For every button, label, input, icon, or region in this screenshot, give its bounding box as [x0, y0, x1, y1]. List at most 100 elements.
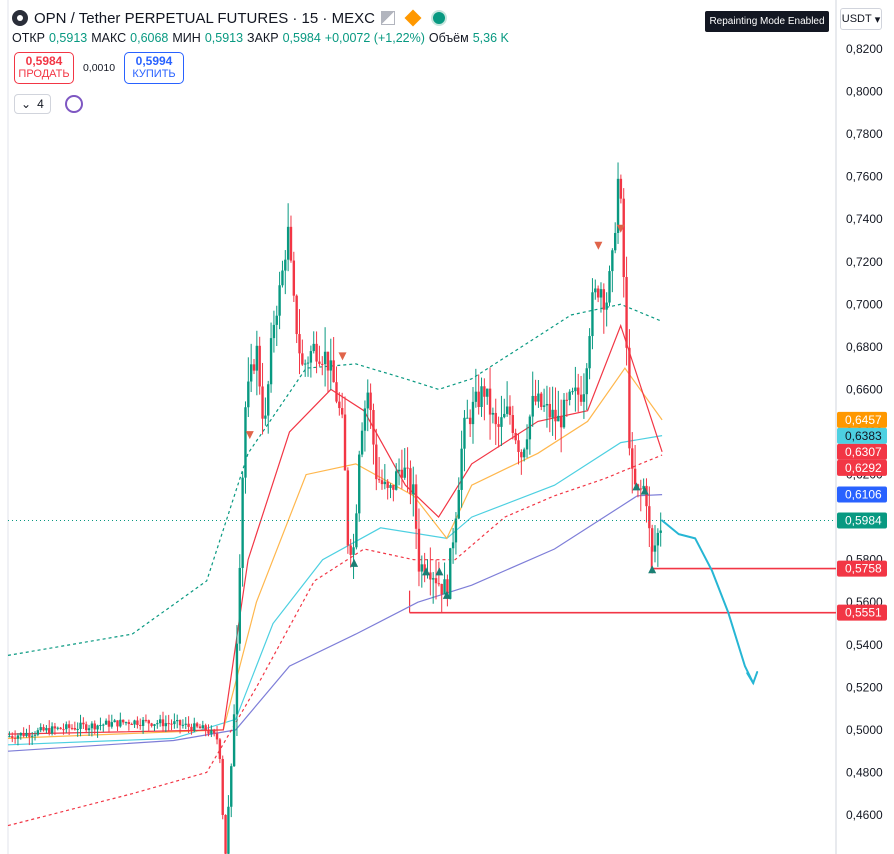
candle-body [631, 448, 634, 469]
candle-body [645, 485, 648, 507]
price-label-text: 0,6383 [845, 429, 882, 443]
candle-body [434, 578, 438, 584]
candle-body [346, 470, 350, 546]
flag-icon[interactable] [380, 11, 395, 25]
y-tick-label: 0,4800 [846, 765, 883, 779]
candle-body [99, 725, 102, 727]
candle-body [412, 484, 415, 495]
candle-body [267, 384, 270, 416]
candle-body [375, 444, 378, 480]
candle-body [181, 724, 185, 726]
chevron-down-icon: ⌄ [21, 97, 32, 111]
indicators-toggle-button[interactable]: ⌄ 4 [14, 94, 51, 114]
indicator-count: 4 [37, 97, 44, 111]
candle-body [335, 382, 338, 402]
candle-body [204, 725, 207, 731]
candle-body [195, 723, 199, 727]
candle-body [87, 728, 91, 731]
candle-body [16, 735, 20, 739]
candle-body [403, 467, 406, 478]
candle-body [352, 547, 355, 555]
sell-button[interactable]: 0,5984 ПРОДАТЬ [14, 52, 74, 84]
y-tick-label: 0,5200 [846, 680, 883, 694]
candle-body [187, 723, 190, 727]
candle-body [133, 720, 136, 725]
candle-body [386, 481, 389, 488]
candle-body [11, 736, 14, 738]
candle-body [201, 725, 205, 729]
candle-body [582, 394, 586, 402]
buy-signal-marker [632, 482, 641, 491]
candle-body [383, 481, 387, 485]
candle-body [141, 719, 145, 726]
price-label-box [837, 427, 887, 444]
candle-body [298, 334, 301, 354]
buy-signal-marker [640, 486, 649, 495]
price-axis[interactable]: 0,8200 0,8000 0,7800 0,7600 0,7400 0,7200 0,70… [837, 42, 887, 822]
candle-body [36, 730, 40, 735]
candle-body [156, 723, 159, 725]
candle-body [90, 723, 94, 729]
y-tick-label: 0,8200 [846, 42, 883, 56]
candle-body [127, 722, 131, 725]
buy-button[interactable]: 0,5994 КУПИТЬ [124, 52, 184, 84]
candle-body [85, 724, 88, 731]
candle-body [53, 726, 57, 729]
diamond-icon[interactable] [404, 9, 422, 27]
candle-body [468, 417, 472, 425]
candle-body [505, 406, 509, 414]
candle-body [616, 178, 620, 233]
candle-body [93, 723, 96, 730]
candle-body [486, 388, 489, 397]
candle-body [258, 345, 261, 387]
candle-body [110, 722, 114, 727]
candle-body [45, 728, 48, 731]
symbol-title[interactable]: OPN / Tether PERPETUAL FUTURES · 15 · ME… [34, 9, 375, 27]
candle-body [70, 727, 74, 729]
candle-body [56, 727, 59, 729]
moving-average-line [7, 435, 663, 746]
candle-body [443, 579, 446, 595]
candle-body [648, 506, 651, 529]
candle-body [531, 395, 534, 417]
candle-body [511, 415, 515, 433]
refresh-icon[interactable] [64, 95, 83, 113]
candle-body [369, 392, 372, 411]
candle-body [389, 485, 392, 488]
projection-arrow [661, 519, 759, 686]
candle-body [585, 368, 588, 395]
candle-body [284, 259, 287, 271]
candle-body [59, 727, 62, 730]
candle-body [218, 739, 222, 759]
candle-body [73, 727, 77, 730]
candle-body [272, 324, 276, 339]
candle-body [170, 723, 173, 725]
candle-body [471, 401, 475, 425]
candle-body [247, 381, 250, 408]
candle-body [332, 360, 335, 383]
moving-average-lines [7, 303, 663, 827]
candle-body [30, 735, 34, 737]
y-tick-label: 0,7000 [846, 297, 883, 311]
candle-body [420, 564, 424, 572]
candle-body [323, 351, 327, 365]
sell-signal-marker [338, 352, 347, 361]
candle-body [198, 726, 202, 729]
grid-lines [7, 0, 837, 854]
buy-label: КУПИТЬ [132, 68, 176, 80]
candle-body [255, 345, 259, 371]
candle-body [409, 468, 412, 495]
candle-body [303, 363, 307, 365]
candle-body [136, 720, 139, 725]
candle-body [107, 720, 111, 727]
currency-label: USDT [841, 13, 872, 25]
currency-selector[interactable]: USDT ▾ [840, 8, 882, 30]
candle-body [329, 360, 332, 371]
candle-body [210, 730, 213, 734]
candle-body [406, 467, 409, 469]
horizontal-levels [408, 546, 836, 614]
candle-body [565, 399, 569, 401]
candle-body [261, 386, 264, 419]
